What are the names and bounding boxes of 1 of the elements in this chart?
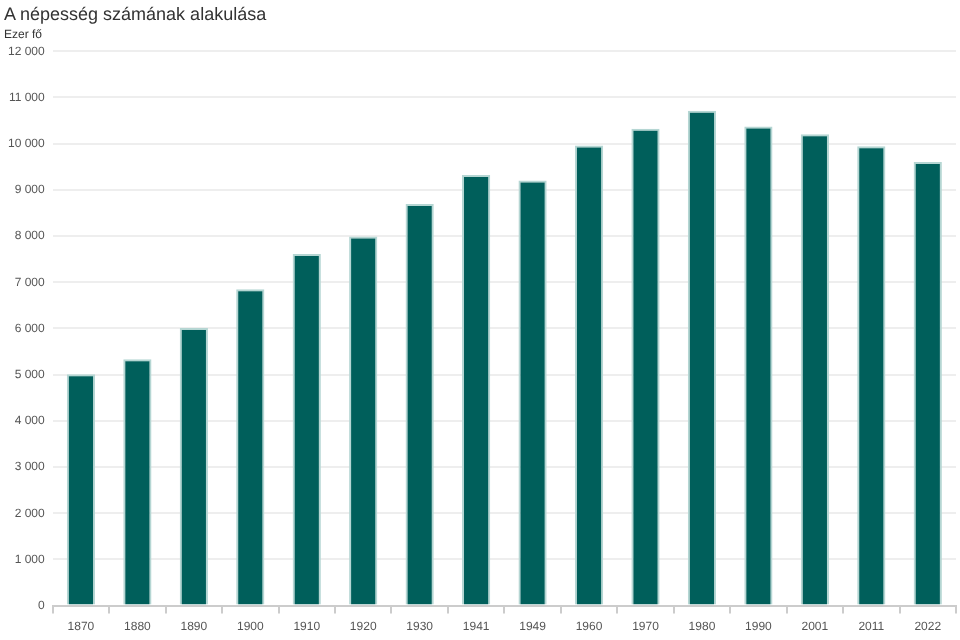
chart-title: A népesség számának alakulása	[4, 4, 267, 24]
